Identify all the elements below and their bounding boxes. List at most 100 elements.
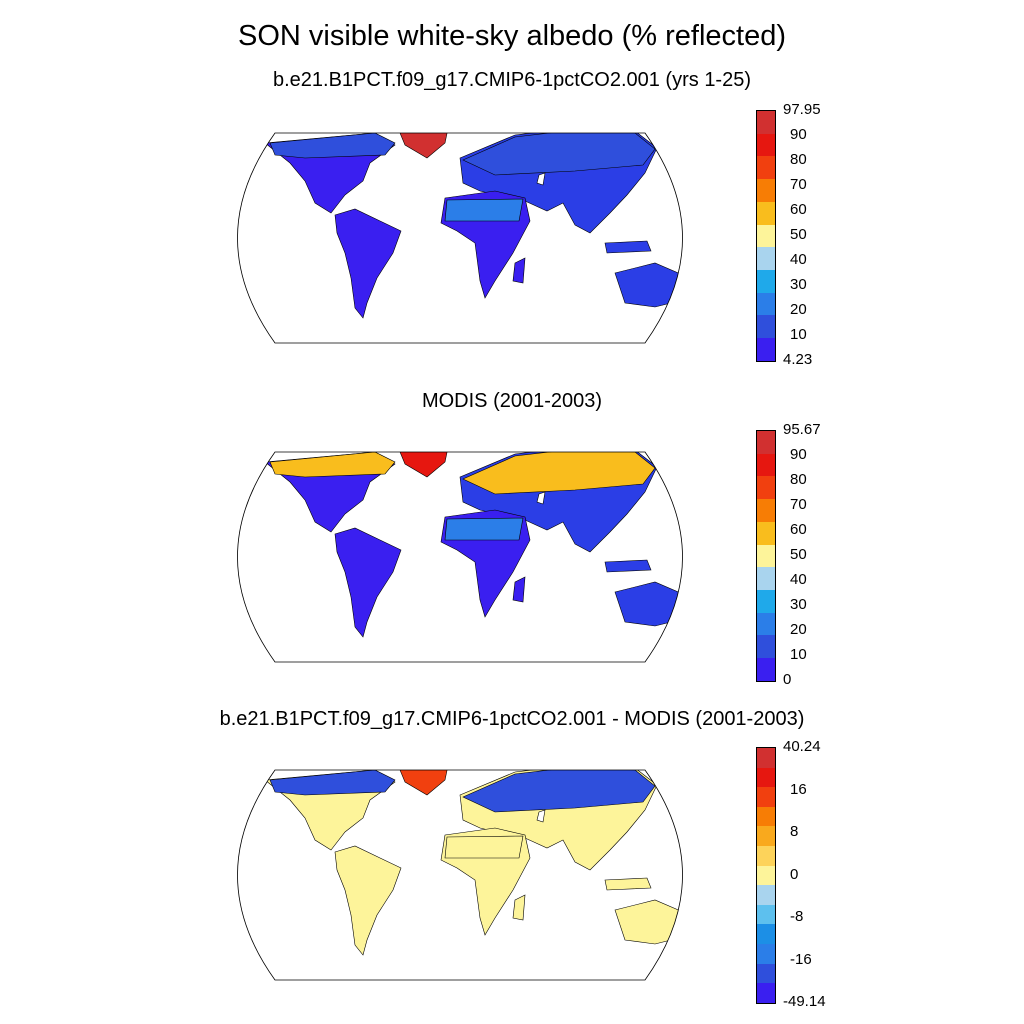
- map-outline: [237, 769, 683, 981]
- map-model-albedo: [237, 132, 701, 361]
- region-newZealand: [689, 622, 701, 640]
- region-indonesia: [604, 559, 652, 573]
- panel-title-model: b.e21.B1PCT.f09_g17.CMIP6-1pctCO2.001 (y…: [272, 69, 752, 91]
- colorbar-swatch: [757, 111, 775, 134]
- region-caspian: [536, 491, 546, 505]
- colorbar-tick-label: 10: [790, 326, 807, 343]
- colorbar-model: [756, 110, 776, 362]
- colorbar-tick-label: 90: [790, 446, 807, 463]
- colorbar-swatch: [757, 521, 775, 545]
- region-madagascar: [512, 894, 526, 921]
- colorbar-modis: [756, 430, 776, 682]
- colorbar-swatch: [757, 885, 775, 905]
- colorbar-tick-label: -16: [790, 950, 812, 968]
- region-arctic: [269, 452, 656, 495]
- region-caspian: [536, 172, 546, 186]
- colorbar-swatch: [757, 612, 775, 636]
- colorbar-tick-label: -8: [790, 908, 804, 925]
- colorbar-swatch: [757, 544, 775, 568]
- map-modis-albedo: [237, 451, 701, 680]
- colorbar-swatch: [757, 944, 775, 964]
- colorbar-tick-label: 95.67: [783, 421, 821, 438]
- colorbar-tick-label: 20: [790, 621, 807, 638]
- region-newZealand: [689, 303, 701, 321]
- colorbar-tick-label: 80: [790, 151, 807, 168]
- colorbar-swatch: [757, 865, 775, 886]
- region-greenland: [394, 770, 451, 796]
- colorbar-swatch: [757, 133, 775, 157]
- colorbar-swatch: [757, 826, 775, 847]
- colorbar-swatch: [757, 658, 775, 681]
- region-indonesia: [604, 877, 652, 891]
- map-difference-albedo: [237, 769, 701, 998]
- colorbar-tick-label: 30: [790, 596, 807, 613]
- colorbar-tick-label: 50: [790, 226, 807, 243]
- colorbar-swatch: [757, 453, 775, 477]
- region-antarctica: [275, 665, 665, 680]
- colorbar-tick-label: 80: [790, 471, 807, 488]
- map-land: [264, 452, 701, 680]
- region-sahara: [444, 517, 524, 541]
- colorbar-swatch: [757, 292, 775, 316]
- region-caspian: [536, 809, 546, 823]
- colorbar-swatch: [757, 590, 775, 613]
- region-greenland: [394, 452, 451, 478]
- colorbar-swatch: [757, 179, 775, 202]
- region-arctic: [269, 770, 656, 813]
- colorbar-swatch: [757, 247, 775, 271]
- region-antarctica: [275, 983, 665, 998]
- colorbar-tick-label: 70: [790, 176, 807, 193]
- colorbar-swatch: [757, 983, 775, 1003]
- panel-title-difference: b.e21.B1PCT.f09_g17.CMIP6-1pctCO2.001 - …: [219, 708, 805, 730]
- colorbar-swatch: [757, 846, 775, 866]
- region-antarctica: [275, 346, 665, 361]
- region-madagascar: [512, 257, 526, 284]
- colorbar-swatch: [757, 338, 775, 361]
- colorbar-swatch: [757, 924, 775, 945]
- region-sahara: [444, 198, 524, 222]
- colorbar-swatch: [757, 635, 775, 659]
- colorbar-swatch: [757, 963, 775, 984]
- colorbar-tick-label: 40: [790, 571, 807, 588]
- colorbar-tick-label: 20: [790, 301, 807, 318]
- region-southAmerica: [334, 527, 402, 638]
- colorbar-swatch: [757, 315, 775, 339]
- colorbar-tick-label: 8: [790, 823, 799, 840]
- colorbar-tick-label: 4.23: [783, 351, 813, 368]
- colorbar-swatch: [757, 904, 775, 925]
- colorbar-tick-label: 16: [790, 780, 807, 798]
- colorbar-swatch: [757, 156, 775, 180]
- colorbar-swatch: [757, 224, 775, 248]
- region-sahara: [444, 835, 524, 859]
- colorbar-tick-label: 40: [790, 251, 807, 268]
- figure-title: SON visible white-sky albedo (% reflecte…: [238, 20, 786, 52]
- colorbar-tick-label: 90: [790, 126, 807, 143]
- region-greenland: [394, 133, 451, 159]
- colorbar-tick-label: 60: [790, 201, 807, 218]
- colorbar-swatch: [757, 806, 775, 827]
- colorbar-swatch: [757, 431, 775, 454]
- colorbar-swatch: [757, 270, 775, 293]
- colorbar-tick-label: 60: [790, 521, 807, 538]
- colorbar-tick-label: 50: [790, 546, 807, 563]
- colorbar-swatch: [757, 499, 775, 522]
- colorbar-difference: [756, 747, 776, 1004]
- region-madagascar: [512, 576, 526, 603]
- colorbar-tick-label: 40.24: [783, 738, 821, 755]
- region-arctic: [269, 133, 656, 176]
- map-land: [264, 133, 701, 361]
- colorbar-swatch: [757, 476, 775, 500]
- region-newZealand: [689, 940, 701, 958]
- colorbar-swatch: [757, 567, 775, 591]
- region-indonesia: [604, 240, 652, 254]
- region-southAmerica: [334, 845, 402, 956]
- colorbar-tick-label: -49.14: [783, 993, 826, 1010]
- panel-title-modis: MODIS (2001-2003): [421, 390, 603, 412]
- map-outline: [237, 132, 683, 344]
- map-land: [264, 770, 701, 998]
- colorbar-tick-label: 10: [790, 646, 807, 663]
- region-southAmerica: [334, 208, 402, 319]
- colorbar-tick-label: 30: [790, 276, 807, 293]
- colorbar-swatch: [757, 748, 775, 768]
- colorbar-tick-label: 0: [783, 671, 792, 688]
